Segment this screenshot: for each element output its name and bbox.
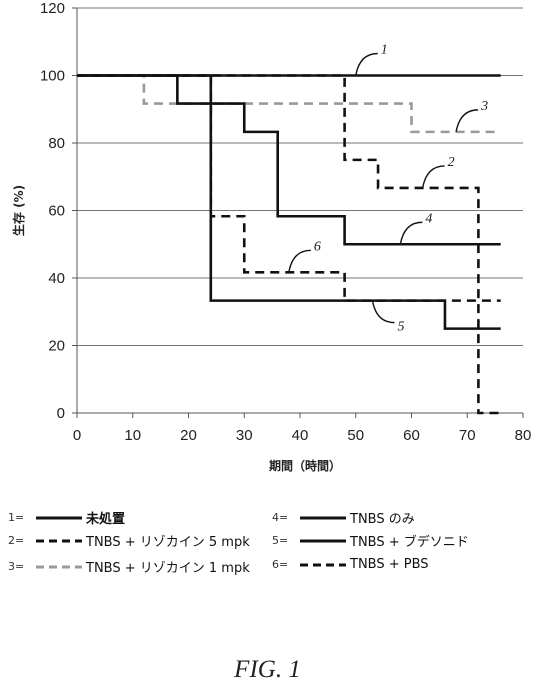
x-tick-label: 0 xyxy=(73,427,81,444)
legend-item-2: 2= TNBS + リゾカイン 5 mpk xyxy=(8,531,250,550)
x-tick-label: 10 xyxy=(124,427,141,444)
callout-label-4: 4 xyxy=(425,211,432,226)
legend-number: 3= xyxy=(8,560,25,573)
y-tick-label: 0 xyxy=(57,405,65,422)
callout-leader xyxy=(288,249,311,273)
chart-series xyxy=(77,74,501,415)
y-tick-label: 40 xyxy=(48,270,65,287)
legend-swatch-gray-dashed xyxy=(36,565,82,568)
x-tick-label: 30 xyxy=(236,427,253,444)
legend-label: TNBS + PBS xyxy=(350,557,429,572)
legend-item-5: 5= TNBS + ブデソニド xyxy=(272,531,469,550)
legend-label: TNBS + ブデソニド xyxy=(350,535,469,550)
legend-number: 4= xyxy=(272,511,289,524)
legend-item-3: 3= TNBS + リゾカイン 1 mpk xyxy=(8,557,250,576)
chart-axes: 0 20 40 60 80 100 120 0 10 20 30 40 50 60 70 80 xyxy=(40,0,531,444)
y-tick-label: 100 xyxy=(40,68,65,85)
series-line-4 xyxy=(77,74,501,246)
callout-leader xyxy=(371,300,395,324)
y-tick-label: 60 xyxy=(48,203,65,220)
legend-number: 6= xyxy=(272,558,289,571)
x-tick-label: 20 xyxy=(180,427,197,444)
y-tick-label: 20 xyxy=(48,338,65,355)
x-tick-label: 50 xyxy=(347,427,364,444)
callout-leader xyxy=(399,221,423,245)
legend-item-1: 1= 未処置 xyxy=(8,508,125,527)
legend-label: TNBS + リゾカイン 5 mpk xyxy=(86,535,250,550)
legend-number: 1= xyxy=(8,511,25,524)
callout-label-2: 2 xyxy=(448,155,455,170)
legend-swatch-dashed xyxy=(300,563,346,566)
legend-swatch-solid xyxy=(300,516,346,519)
legend-number: 2= xyxy=(8,534,25,547)
y-axis-title: 生存 (%) xyxy=(11,185,26,236)
chart-callouts: 1 2 3 4 5 6 xyxy=(288,43,488,335)
legend-swatch-dashed xyxy=(36,539,82,542)
x-tick-label: 60 xyxy=(403,427,420,444)
chart-legend: 1= 未処置 2= TNBS + リゾカイン 5 mpk 3= TNBS + リ… xyxy=(8,508,469,576)
callout-leader xyxy=(455,109,479,132)
x-tick-label: 70 xyxy=(459,427,476,444)
figure-caption: FIG. 1 xyxy=(234,656,301,683)
legend-item-6: 6= TNBS + PBS xyxy=(272,557,429,572)
callout-leader xyxy=(421,165,445,189)
series-line-6 xyxy=(77,74,501,415)
y-tick-label: 80 xyxy=(48,135,65,152)
callout-label-6: 6 xyxy=(314,239,321,254)
legend-label: TNBS のみ xyxy=(350,512,415,527)
callout-label-5: 5 xyxy=(397,320,404,335)
x-axis-title: 期間（時間） xyxy=(269,458,341,473)
legend-number: 5= xyxy=(272,534,289,547)
callout-label-3: 3 xyxy=(480,99,488,114)
legend-label: TNBS + リゾカイン 1 mpk xyxy=(86,561,250,576)
y-tick-label: 120 xyxy=(40,0,65,17)
legend-swatch-solid xyxy=(36,516,82,519)
legend-swatch-solid xyxy=(300,539,346,542)
x-tick-label: 40 xyxy=(292,427,309,444)
x-tick-label: 80 xyxy=(515,427,532,444)
legend-item-4: 4= TNBS のみ xyxy=(272,508,415,527)
callout-label-1: 1 xyxy=(381,43,388,58)
legend-label: 未処置 xyxy=(86,512,126,527)
callout-leader xyxy=(355,52,378,76)
